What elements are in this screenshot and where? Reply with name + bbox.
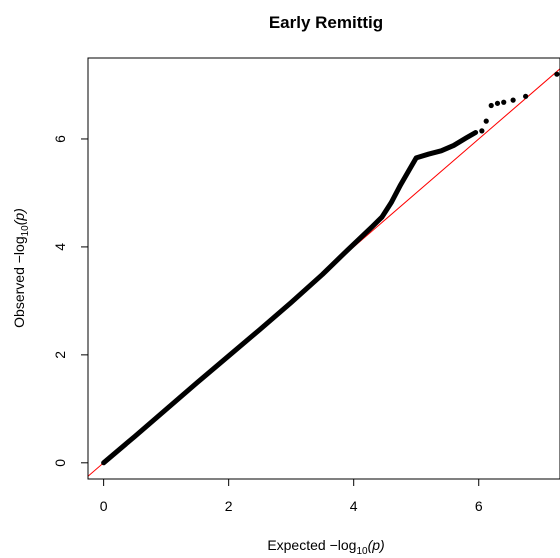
x-tick-label: 0 [100, 498, 108, 514]
chart-title: Early Remittig [269, 13, 383, 32]
data-points [479, 71, 560, 134]
x-tick-label: 2 [225, 498, 233, 514]
data-point-2 [483, 118, 489, 124]
x-tick-label: 4 [350, 498, 358, 514]
x-axis-label: Expected −log10(p) [267, 537, 384, 557]
data-point-6 [510, 97, 516, 103]
plot-frame [87, 57, 560, 480]
y-tick-label: 2 [52, 351, 68, 359]
y-axis-label: Observed −log10(p) [11, 208, 31, 328]
data-point-8 [554, 71, 560, 77]
data-point-7 [523, 93, 529, 99]
y-axis: 0 2 4 6 [52, 135, 88, 467]
x-tick-label: 6 [475, 498, 483, 514]
data-point-4 [494, 100, 501, 106]
data-curve [101, 129, 479, 466]
plot-area [88, 68, 560, 477]
y-tick-label: 6 [52, 135, 68, 143]
y-tick-label: 4 [52, 243, 68, 251]
data-point-3 [488, 102, 494, 109]
data-point-5 [501, 99, 507, 105]
y-tick-label: 0 [52, 459, 68, 467]
data-point-1 [479, 128, 485, 134]
x-axis: 0 2 4 6 [100, 479, 483, 514]
